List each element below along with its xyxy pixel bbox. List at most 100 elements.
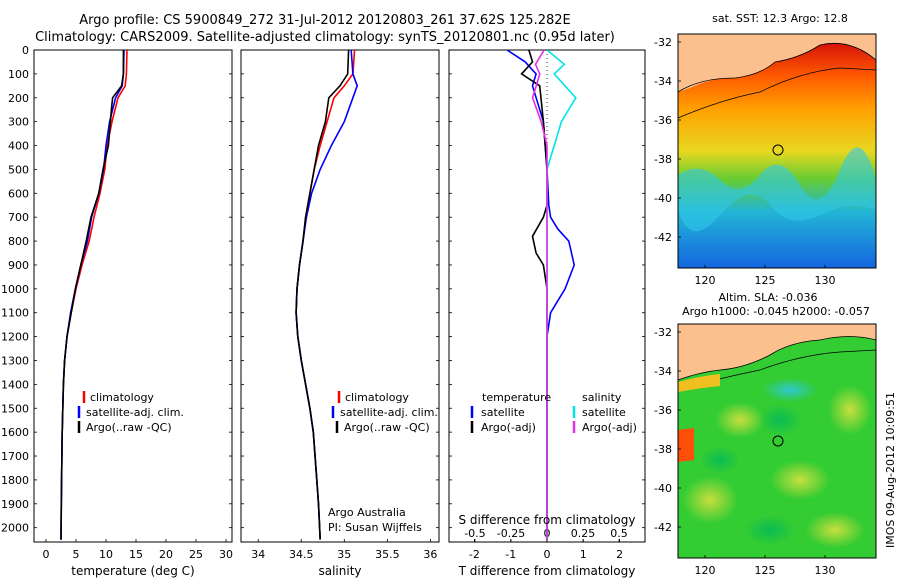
pi-note: PI: Susan Wijffels [328,521,422,534]
argo-float-marker [772,144,784,156]
map-y-tick-label: -40 [654,482,672,495]
imos-timestamp: IMOS 09-Aug-2012 10:09:51 [884,392,897,548]
x-tick-label: -0.25 [497,527,525,540]
t-legend-argo: Argo(-adj) [481,421,536,434]
sla-map-subtitle: Argo h1000: -0.045 h2000: -0.057 [682,305,870,318]
x-tick-label: -2 [469,548,480,561]
series-line [60,50,125,540]
sst-shelf-contour [677,67,877,119]
sla-high-patch [678,428,694,462]
depth-tick-label: 1700 [1,450,29,463]
map-x-tick-label: 130 [815,274,836,287]
depth-tick-label: 700 [8,211,29,224]
sst-map-axes: -32 -34 -36 -38 -40 -42 120 125 130 [654,36,835,287]
s-legend-title: salinity [582,391,622,404]
salinity-panel-frame [240,49,440,543]
sla-blob [762,378,818,402]
sla-blob [682,476,738,524]
s-legend-satellite: satellite [582,406,626,419]
depth-tick-label: 1800 [1,474,29,487]
map-y-tick-label: -32 [654,36,672,49]
depth-axis: 0 100 200 300 400 500 600 700 800 900 1000 1100 1200… [1,44,645,535]
sla-map-title: Altim. SLA: -0.036 [718,291,817,304]
sla-map-axes: -32 -34 -36 -38 -40 -42 120 125 130 [654,326,835,577]
depth-tick-label: 0 [22,44,29,57]
difference-series [506,50,577,540]
sla-blob [700,446,740,474]
salinity-series [295,50,359,540]
sla-blob [715,402,765,438]
map-x-tick-label: 120 [695,564,716,577]
x-tick-label: 25 [189,548,203,561]
temperature-legend: climatology satellite-adj. clim. Argo(..… [77,391,184,434]
temperature-x-axis: 0 5 10 15 20 25 30 [43,539,233,561]
series-line [60,50,125,540]
series-line [60,50,128,540]
series-line [506,50,576,540]
map-x-tick-label: 125 [755,274,776,287]
sla-blob [770,460,830,500]
x-tick-label: 35.5 [375,548,400,561]
x-tick-label: 15 [129,548,143,561]
map-y-tick-label: -38 [654,153,672,166]
sla-coastline [677,336,877,381]
x-tick-label: 20 [159,548,173,561]
series-line [295,50,350,540]
depth-tick-label: 1500 [1,402,29,415]
depth-tick-label: 400 [8,140,29,153]
depth-tick-label: 900 [8,259,29,272]
x-tick-label: 34.5 [289,548,314,561]
depth-tick-label: 1000 [1,283,29,296]
t-legend-title: temperature [482,391,551,404]
s-legend-argo: Argo(-adj) [582,421,637,434]
sla-map-frame [677,323,877,559]
legend-argo: Argo(..raw -QC) [86,421,172,434]
map-x-tick-label: 125 [755,564,776,577]
figure-subtitle: Climatology: CARS2009. Satellite-adjuste… [35,30,615,45]
x-tick-label: 35 [337,548,351,561]
map-y-tick-label: -36 [654,114,672,127]
series-line [520,50,548,540]
map-y-tick-label: -40 [654,192,672,205]
x-tick-label: 0.25 [571,527,596,540]
sst-map: sat. SST: 12.3 Argo: 12.8 -32 -34 -36 -38 -4… [654,12,877,287]
figure-title: Argo profile: CS 5900849_272 31-Jul-2012… [79,13,571,28]
sla-blob [758,404,802,436]
depth-tick-label: 300 [8,116,29,129]
x-tick-label: -0.5 [464,527,485,540]
depth-tick-label: 500 [8,163,29,176]
difference-legend: temperature satellite Argo(-adj) salinit… [470,391,637,434]
s-difference-label: S difference from climatology [459,513,636,527]
legend-argo: Argo(..raw -QC) [344,421,430,434]
t-difference-xlabel: T difference from climatology [458,564,636,578]
depth-tick-label: 2000 [1,522,29,535]
sla-blob [745,515,795,545]
depth-tick-label: 1400 [1,378,29,391]
t-legend-satellite: satellite [481,406,525,419]
depth-tick-label: 1300 [1,354,29,367]
salinity-xlabel: salinity [318,564,361,578]
salinity-legend: climatology satellite-adj. clim. Argo(..… [328,391,438,534]
depth-tick-label: 600 [8,187,29,200]
temperature-series [60,50,128,540]
map-y-tick-label: -32 [654,326,672,339]
temperature-xlabel: temperature (deg C) [71,564,194,578]
depth-tick-label: 200 [8,92,29,105]
sla-blob [828,385,872,435]
depth-tick-label: 1600 [1,426,29,439]
salinity-x-axis: 34 34.5 35 35.5 36 [251,539,437,561]
x-tick-label: 30 [219,548,233,561]
sst-coastline [677,42,877,93]
legend-climatology: climatology [90,391,154,404]
sst-land [678,34,876,92]
map-y-tick-label: -36 [654,404,672,417]
sst-cool-band [678,147,876,232]
depth-tick-label: 800 [8,235,29,248]
sla-land [678,324,876,380]
x-tick-label: 2 [616,548,623,561]
x-tick-label: 0 [544,548,551,561]
x-tick-label: 0 [43,548,50,561]
map-y-tick-label: -42 [654,521,672,534]
